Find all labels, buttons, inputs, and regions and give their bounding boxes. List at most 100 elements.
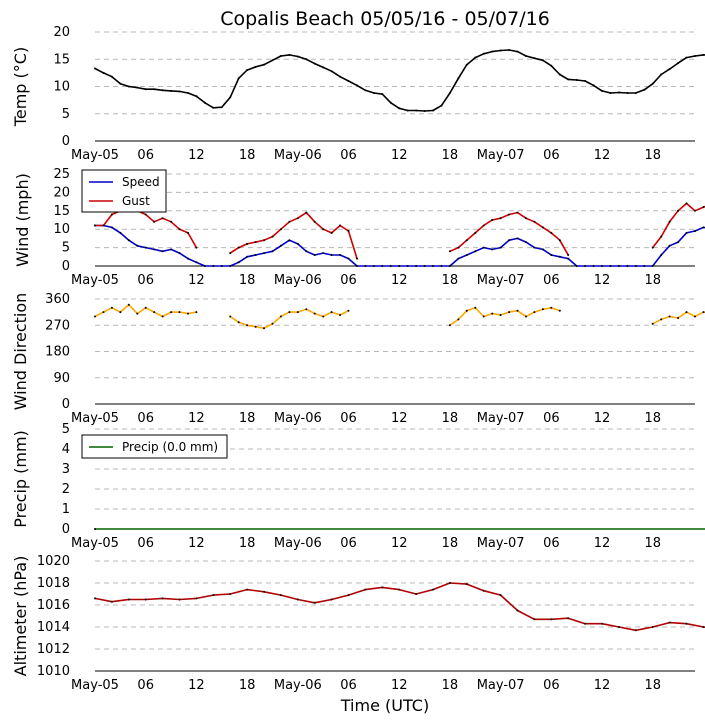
data-point-temp [491, 50, 494, 53]
panel-alti: 1010 1012 1014 1016 1018 1020 May-05 06 12 18 May-… [11, 554, 705, 693]
y-tick-label-alti: 1010 [37, 664, 70, 679]
data-point-alti [178, 598, 181, 601]
data-point-alti [161, 597, 164, 600]
data-point-wind [508, 239, 511, 242]
data-point-wdir [305, 308, 308, 311]
data-point-wind [246, 242, 249, 245]
data-point-wind [609, 265, 612, 267]
data-point-wdir [347, 309, 350, 312]
data-point-wind [617, 265, 620, 267]
y-tick-label-wind: 10 [53, 222, 70, 237]
x-tick-label-wind: 06 [137, 273, 154, 288]
data-point-wdir [448, 324, 451, 327]
data-point-wdir [651, 322, 654, 325]
x-tick-label-wind: 12 [188, 273, 205, 288]
data-point-alti [465, 583, 468, 586]
x-tick-label-wind: May-05 [71, 273, 119, 288]
data-point-wdir [694, 315, 696, 318]
data-point-wind [432, 265, 434, 267]
data-point-alti [432, 588, 434, 591]
data-point-alti [279, 594, 282, 597]
data-point-wind [136, 244, 139, 247]
x-tick-label-temp: 06 [543, 148, 560, 163]
x-tick-label-wind: 12 [391, 273, 408, 288]
data-point-temp [136, 86, 139, 89]
x-tick-label-wdir: 06 [137, 411, 154, 426]
data-point-temp [178, 90, 181, 93]
data-point-wind [440, 265, 443, 267]
data-point-wind [694, 230, 696, 232]
data-point-wind [457, 257, 460, 260]
data-point-wind [677, 209, 680, 212]
data-point-temp [296, 55, 299, 58]
data-point-wdir [296, 311, 299, 314]
data-point-temp [432, 109, 434, 112]
data-point-temp [153, 88, 156, 91]
data-point-temp [643, 88, 646, 91]
y-tick-label-wdir: 90 [53, 371, 70, 386]
x-tick-label-precip: 12 [391, 536, 408, 551]
data-point-wind [685, 202, 688, 205]
data-point-wind [584, 265, 587, 267]
data-point-wind [322, 228, 325, 231]
x-tick-label-precip: 12 [594, 536, 611, 551]
x-tick-label-wind: 18 [239, 273, 256, 288]
x-tick-label-precip: May-07 [477, 536, 525, 551]
data-point-temp [533, 57, 536, 60]
data-point-wind [668, 244, 671, 247]
data-point-wind [313, 254, 316, 256]
x-tick-label-wdir: 12 [391, 411, 408, 426]
x-tick-label-temp: 12 [391, 148, 408, 163]
data-point-alti [601, 622, 603, 625]
data-point-wdir [127, 303, 130, 306]
data-point-temp [246, 69, 249, 72]
data-point-wind [626, 265, 629, 267]
data-point-wdir [279, 315, 282, 318]
data-point-wind [457, 246, 460, 249]
data-point-wind [550, 231, 553, 234]
data-point-wdir [685, 311, 688, 314]
y-tick-label-wdir: 180 [45, 345, 70, 360]
data-point-wind [474, 250, 477, 253]
data-point-temp [499, 49, 502, 52]
data-point-wdir [516, 309, 519, 312]
data-point-wind [187, 231, 189, 234]
legend-label-precip: Precip (0.0 mm) [122, 440, 218, 454]
data-point-alti [482, 589, 485, 592]
data-point-alti [144, 598, 147, 601]
data-point-wind [110, 213, 113, 216]
data-point-wdir [702, 311, 705, 314]
legend-label-wind: Speed [122, 175, 160, 189]
x-tick-label-wind: 18 [442, 273, 459, 288]
data-point-wind [330, 254, 333, 256]
y-tick-label-wind: 5 [62, 241, 70, 256]
data-point-wdir [533, 311, 536, 314]
x-tick-label-alti: 18 [644, 678, 661, 693]
data-point-wind [271, 250, 274, 253]
data-point-wdir [237, 321, 240, 324]
data-point-wdir [246, 324, 249, 327]
data-point-wind [330, 231, 333, 234]
x-tick-label-temp: May-07 [477, 148, 525, 163]
data-point-temp [203, 101, 206, 104]
data-point-temp [356, 84, 358, 87]
data-point-wind [279, 228, 282, 231]
x-tick-label-temp: 18 [239, 148, 256, 163]
data-point-temp [254, 65, 257, 68]
legend-precip: Precip (0.0 mm) [81, 434, 228, 459]
x-tick-label-wdir: 18 [442, 411, 459, 426]
data-point-wind [195, 246, 198, 249]
y-tick-label-temp: 20 [53, 25, 70, 40]
data-point-wdir [339, 314, 342, 316]
data-point-alti [313, 601, 316, 604]
x-tick-label-wdir: 18 [644, 411, 661, 426]
data-point-wind [381, 265, 384, 267]
data-point-wdir [94, 315, 96, 318]
data-point-alti [212, 594, 215, 597]
data-point-temp [668, 68, 671, 71]
data-point-temp [415, 109, 418, 112]
data-point-wind [356, 265, 358, 267]
data-point-wdir [482, 315, 485, 318]
x-tick-label-wind: 06 [543, 273, 560, 288]
